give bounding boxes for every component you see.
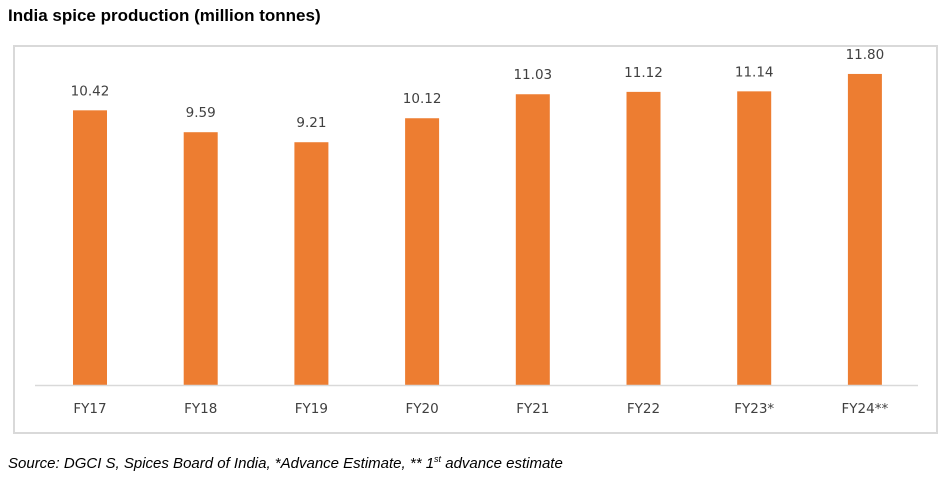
- bar: [294, 142, 329, 385]
- x-tick-label: FY22: [627, 401, 660, 417]
- data-label: 11.14: [735, 64, 774, 80]
- source-suffix: advance estimate: [441, 455, 563, 472]
- data-label: 10.42: [71, 83, 110, 99]
- bar: [737, 91, 772, 385]
- data-label: 9.21: [296, 115, 326, 131]
- data-label: 11.80: [846, 47, 885, 63]
- source-note: Source: DGCI S, Spices Board of India, *…: [8, 454, 563, 472]
- x-tick-label: FY17: [73, 401, 106, 417]
- bar: [405, 118, 440, 385]
- x-tick-label: FY18: [184, 401, 217, 417]
- x-tick-label: FY21: [516, 401, 549, 417]
- x-tick-label: FY20: [405, 401, 438, 417]
- bar: [183, 132, 218, 385]
- x-tick-label: FY24**: [842, 401, 889, 417]
- bar: [73, 110, 107, 385]
- x-tick-label: FY23*: [734, 401, 774, 417]
- bar: [515, 94, 550, 385]
- data-label: 11.12: [624, 65, 663, 81]
- bar: [847, 73, 882, 386]
- source-sup: st: [434, 454, 442, 464]
- chart-frame: [13, 45, 938, 434]
- data-label: 10.12: [403, 91, 442, 107]
- data-label: 11.03: [513, 67, 552, 83]
- chart-title: India spice production (million tonnes): [8, 6, 321, 25]
- bar: [626, 91, 661, 385]
- x-tick-label: FY19: [295, 401, 328, 417]
- source-prefix: Source: DGCI S, Spices Board of India, *…: [8, 455, 435, 472]
- data-label: 9.59: [186, 105, 216, 121]
